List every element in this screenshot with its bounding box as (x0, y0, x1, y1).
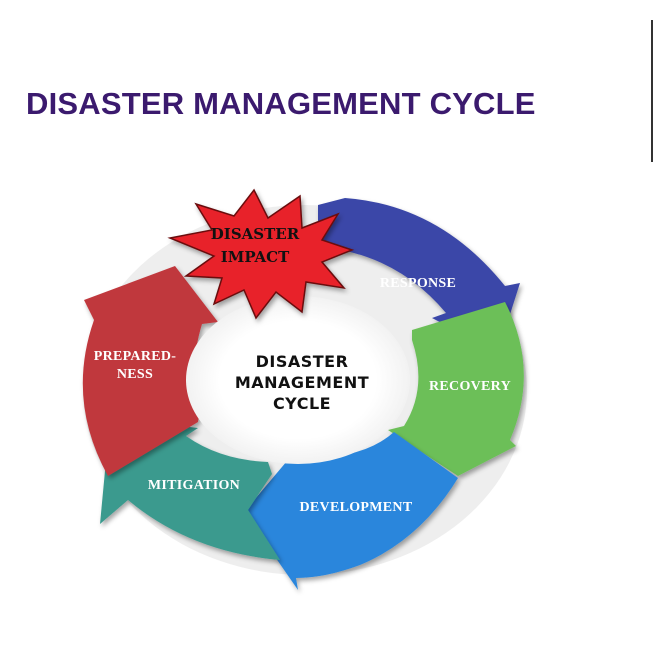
impact-label-line2: IMPACT (221, 248, 290, 266)
response-label: RESPONSE (380, 276, 456, 291)
impact-label-line1: DISASTER (211, 225, 300, 243)
center-label-line2: MANAGEMENT (235, 373, 369, 392)
recovery-arrow (388, 302, 524, 476)
center-label-line3: CYCLE (273, 394, 331, 413)
mitigation-label: MITIGATION (148, 478, 240, 493)
development-arrow (244, 432, 458, 590)
disaster-impact-burst (167, 188, 355, 320)
development-label: DEVELOPMENT (300, 500, 413, 515)
preparedness-label-line2: NESS (117, 367, 153, 382)
slide-title: DISASTER MANAGEMENT CYCLE (26, 86, 536, 121)
recovery-label: RECOVERY (429, 379, 511, 394)
edge-divider (651, 20, 653, 162)
preparedness-label-line1: PREPARED- (94, 349, 177, 364)
cycle-hub (186, 296, 410, 464)
center-label-line1: DISASTER (256, 352, 349, 371)
preparedness-arrow (82, 266, 218, 476)
